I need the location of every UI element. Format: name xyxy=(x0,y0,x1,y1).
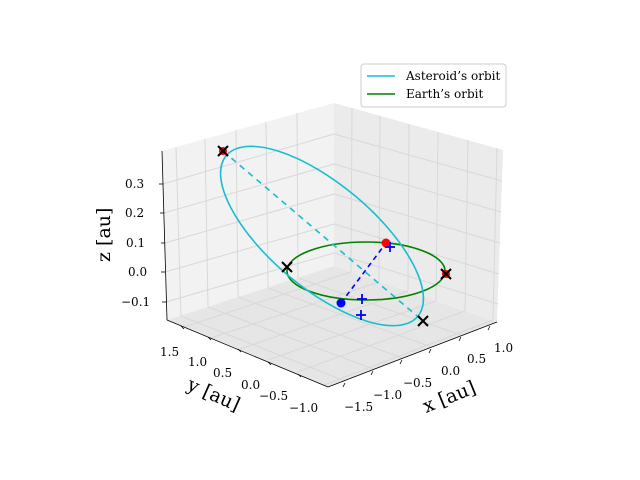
black-x-marker xyxy=(440,268,452,280)
x-tick-label: 0.5 xyxy=(467,352,486,366)
blue-plus-marker xyxy=(356,310,366,320)
x-axis-line xyxy=(327,321,498,388)
floor-pane xyxy=(167,266,497,387)
y-tick-label: −0.5 xyxy=(259,389,288,403)
right-pane xyxy=(334,103,503,322)
x-tick-label: −1.5 xyxy=(344,400,373,414)
y-tick-label: 0.5 xyxy=(213,366,232,380)
black-x-marker xyxy=(417,315,429,327)
tick-marks xyxy=(159,183,491,388)
y-axis-line xyxy=(166,319,329,388)
red-point-marker xyxy=(381,238,391,248)
grid-lines xyxy=(162,107,503,386)
legend-label-asteroid: Asteroid’s orbit xyxy=(405,69,500,83)
legend-label-earth: Earth’s orbit xyxy=(406,87,483,101)
blue-plus-marker xyxy=(385,242,395,252)
z-axis-label: z [au] xyxy=(93,208,115,262)
black-x-marker xyxy=(217,145,229,157)
y-tick-label: −1.0 xyxy=(289,401,318,415)
legend-box xyxy=(360,63,507,108)
z-tick-label: 0.0 xyxy=(128,265,147,279)
legend: Asteroid’s orbit Earth’s orbit xyxy=(360,63,507,108)
blue-plus-marker xyxy=(357,294,367,304)
y-tick-label: 0.0 xyxy=(241,378,260,392)
markers xyxy=(217,145,452,327)
y-tick-label: 1.5 xyxy=(160,345,179,359)
x-tick-label: 1.0 xyxy=(494,341,513,355)
position-connector-dashed xyxy=(340,242,387,304)
black-x-marker xyxy=(281,261,293,273)
x-tick-label: −1.0 xyxy=(373,388,402,402)
z-axis-line xyxy=(161,150,168,321)
z-tick-label: −0.1 xyxy=(121,295,150,309)
z-tick-label: 0.1 xyxy=(126,236,145,250)
z-tick-label: 0.2 xyxy=(125,206,144,220)
z-tick-label: 0.3 xyxy=(125,177,144,191)
y-tick-label: 1.0 xyxy=(188,355,207,369)
blue-point-marker xyxy=(336,298,346,308)
x-tick-label: −0.5 xyxy=(403,376,432,390)
axis-edges xyxy=(161,150,498,388)
x-tick-label: 0.0 xyxy=(441,364,460,378)
tick-labels: 0.3 0.2 0.1 0.0 −0.1 1.5 1.0 0.5 0.0 −0.… xyxy=(121,177,513,415)
